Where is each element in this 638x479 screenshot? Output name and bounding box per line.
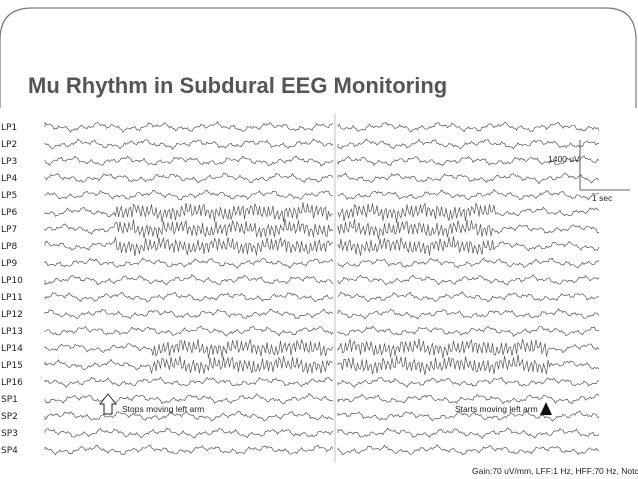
eeg-trace (44, 202, 600, 223)
channel-label: LP13 (1, 327, 23, 337)
channel-label: SP4 (1, 446, 18, 456)
footer-settings: Gain:70 uV/mm, LFF:1 Hz, HFF:70 Hz, Notc… (472, 466, 638, 476)
channel-label: LP12 (1, 310, 23, 320)
channel-label: LP14 (1, 344, 23, 354)
stop-arrow (98, 393, 118, 415)
eeg-trace (44, 291, 600, 303)
channel-label: LP10 (1, 276, 23, 286)
eeg-trace (44, 218, 600, 240)
channel-label: SP2 (1, 412, 18, 422)
eeg-trace (44, 155, 600, 167)
start-arrow (540, 402, 552, 415)
eeg-trace (44, 354, 600, 375)
eeg-trace (44, 376, 600, 389)
channel-label: LP16 (1, 378, 23, 388)
slide-frame (0, 7, 637, 108)
channel-label: LP3 (1, 157, 17, 167)
eeg-trace (44, 443, 600, 456)
eeg-trace (44, 120, 600, 133)
amplitude-label: 1400 uV (548, 154, 580, 164)
channel-label: LP2 (1, 140, 17, 150)
channel-label: SP1 (1, 395, 18, 405)
channel-label: LP15 (1, 361, 23, 371)
eeg-trace (44, 172, 600, 185)
channel-label: LP1 (1, 123, 17, 133)
channel-label: LP6 (1, 208, 17, 218)
channel-label: LP11 (1, 293, 23, 303)
start-annotation: Starts moving left arm (455, 404, 538, 414)
eeg-trace (44, 138, 600, 150)
channel-label: SP3 (1, 429, 18, 439)
eeg-trace (44, 257, 600, 270)
eeg-trace (44, 308, 600, 320)
eeg-traces: LP1 LP2 LP3 LP4 LP5 LP6 LP7 LP8 LP9 LP10 LP11 LP12 L… (1, 120, 600, 456)
eeg-trace (44, 188, 600, 201)
slide-title: Mu Rhythm in Subdural EEG Monitoring (28, 73, 447, 98)
channel-label: LP4 (1, 174, 17, 184)
eeg-trace (44, 338, 600, 359)
eeg-figure (0, 110, 638, 479)
eeg-trace (44, 325, 600, 338)
eeg-trace (44, 410, 600, 422)
channel-label: LP9 (1, 259, 17, 269)
eeg-trace (44, 236, 600, 257)
eeg-trace (44, 273, 600, 286)
eeg-trace (44, 392, 600, 405)
stop-annotation: Stops moving left arm (122, 404, 204, 414)
channel-label: LP7 (1, 225, 17, 235)
scale-bar: 1400 uV 1 sec (548, 140, 630, 203)
channel-label: LP5 (1, 191, 17, 201)
channel-label: LP8 (1, 242, 17, 252)
eeg-trace (44, 427, 600, 440)
time-label: 1 sec (592, 193, 613, 203)
